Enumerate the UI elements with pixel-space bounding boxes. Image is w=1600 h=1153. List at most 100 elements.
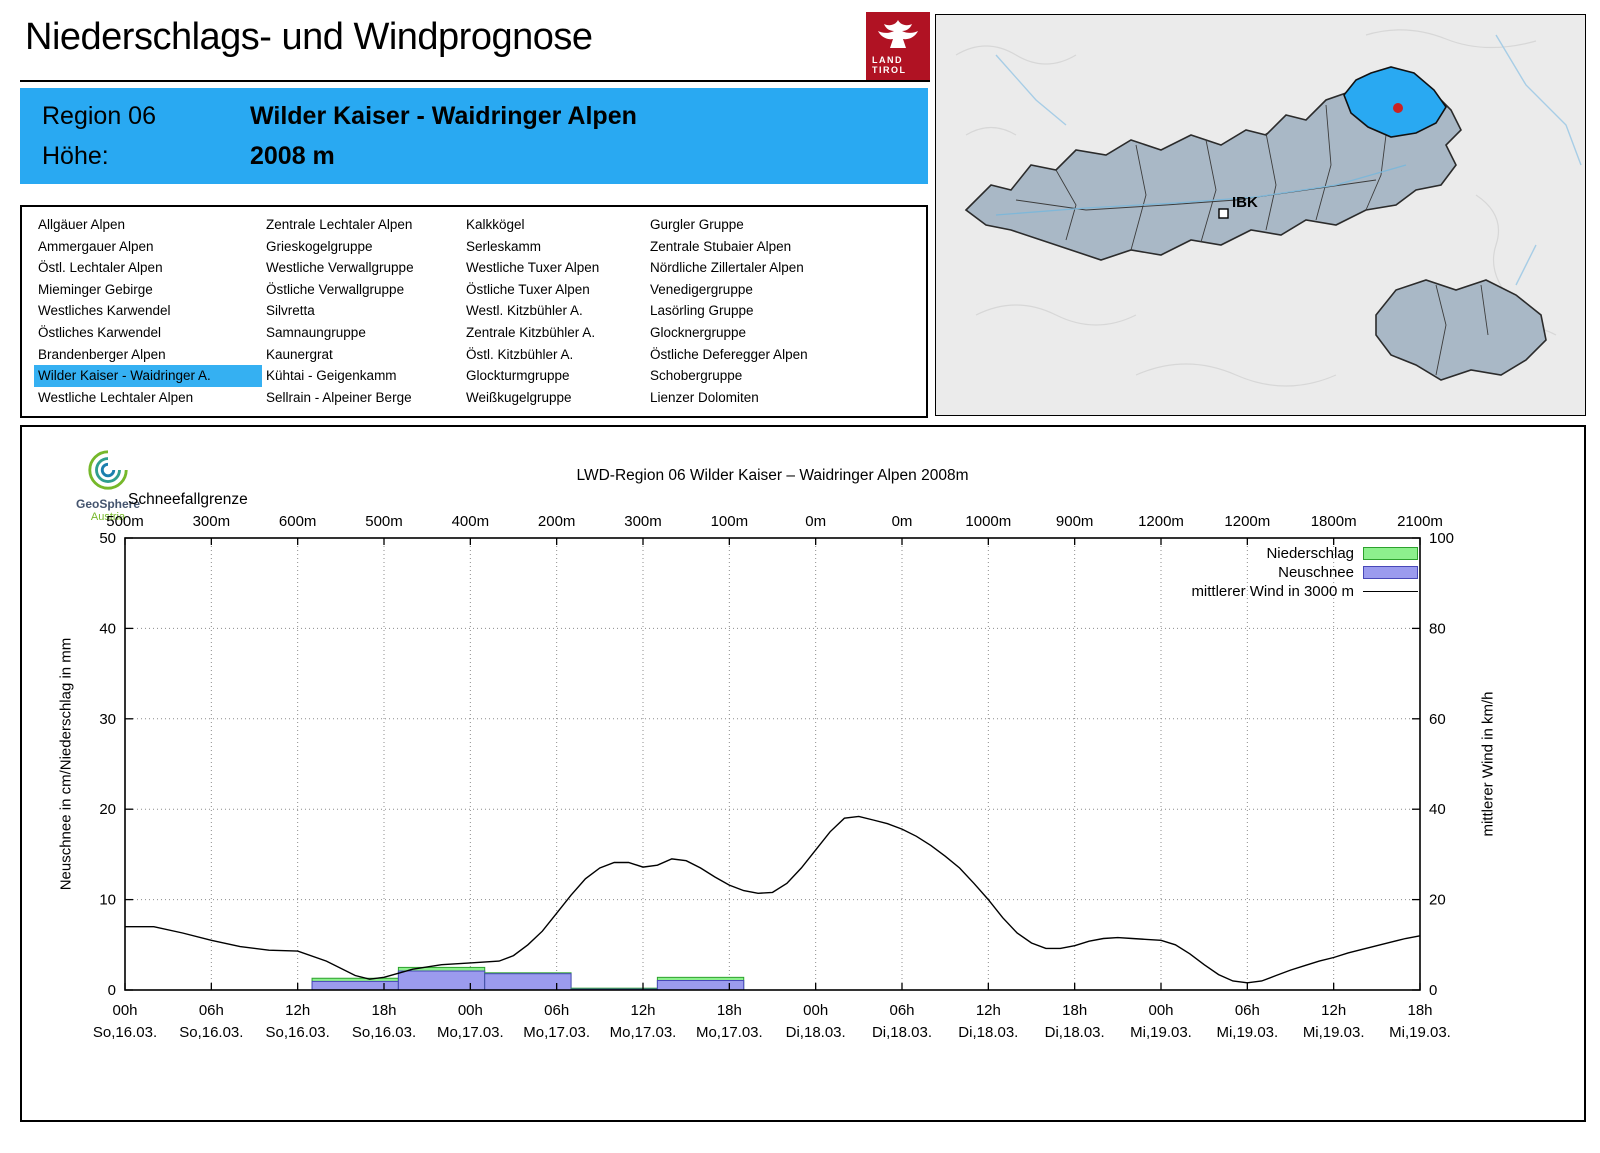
x-tick-date: Mi,19.03.: [1303, 1024, 1365, 1041]
region-list-item[interactable]: Zentrale Kitzbühler A.: [466, 324, 596, 340]
region-number-label: Region 06: [42, 102, 156, 130]
region-list-item[interactable]: Östliches Karwendel: [38, 324, 162, 340]
region-list-item[interactable]: Samnaungruppe: [266, 324, 366, 340]
region-list-item[interactable]: Westl. Kitzbühler A.: [466, 303, 583, 319]
left-tick-label: 20: [99, 801, 116, 818]
x-tick-hour: 06h: [1235, 1002, 1260, 1019]
region-list-item[interactable]: Allgäuer Alpen: [38, 217, 126, 232]
region-list-item[interactable]: Silvretta: [266, 303, 315, 319]
snowline-value: 400m: [452, 513, 490, 530]
chart-panel: GeoSphere Austria LWD-Region 06 Wilder K…: [20, 425, 1586, 1122]
region-column: Kalkkögel Serleskamm Westliche Tuxer Alpen…: [462, 214, 646, 416]
legend-wind: mittlerer Wind in 3000 m: [1191, 582, 1418, 601]
geosphere-swirl-icon: [88, 450, 128, 490]
page-title: Niederschlags- und Windprognose: [25, 16, 593, 58]
region-list-item[interactable]: Östl. Kitzbühler A.: [466, 346, 574, 362]
x-tick-date: Di,18.03.: [786, 1024, 846, 1041]
region-list-item[interactable]: Ammergauer Alpen: [38, 238, 154, 254]
right-tick-label: 100: [1429, 530, 1454, 547]
right-tick-label: 0: [1429, 982, 1437, 999]
region-list-item[interactable]: Serleskamm: [466, 238, 542, 254]
x-tick-hour: 12h: [1321, 1002, 1346, 1019]
right-tick-label: 40: [1429, 801, 1446, 818]
tirol-eagle-icon: [878, 20, 918, 48]
region-list-item[interactable]: Westliche Verwallgruppe: [266, 260, 414, 276]
region-list-item[interactable]: Nördliche Zillertaler Alpen: [650, 260, 804, 276]
region-list-item[interactable]: Zentrale Lechtaler Alpen: [266, 217, 413, 232]
x-tick-hour: 18h: [371, 1002, 396, 1019]
x-tick-hour: 00h: [112, 1002, 137, 1019]
logo-text: LAND TIROL: [872, 55, 907, 75]
region-list: Allgäuer Alpen Ammergauer Alpen Östl. Lech…: [20, 205, 928, 418]
map-region-north-tirol[interactable]: [964, 69, 1462, 261]
legend-neuschnee: Neuschnee: [1191, 563, 1418, 582]
snowline-value: 200m: [538, 513, 576, 530]
region-list-item[interactable]: Kaunergrat: [266, 346, 333, 362]
region-name: Wilder Kaiser - Waidringer Alpen: [250, 102, 637, 130]
chart-legend: Niederschlag Neuschnee mittlerer Wind in…: [1191, 544, 1418, 601]
right-tick-label: 80: [1429, 620, 1446, 637]
region-marker-dot: [1393, 103, 1403, 113]
snowline-value: 1800m: [1311, 513, 1357, 530]
region-list-item[interactable]: Glocknergruppe: [650, 324, 747, 340]
x-tick-date: So,16.03.: [266, 1024, 330, 1041]
region-list-item[interactable]: Lasörling Gruppe: [650, 303, 754, 319]
snowline-value: 2100m: [1397, 513, 1443, 530]
map-region-east-tirol[interactable]: [1375, 279, 1547, 381]
chart-title: LWD-Region 06 Wilder Kaiser – Waidringer…: [576, 467, 969, 484]
region-list-item[interactable]: Grieskogelgruppe: [266, 238, 373, 254]
neuschnee-bar: [311, 980, 399, 991]
region-list-item[interactable]: Zentrale Stubaier Alpen: [650, 238, 792, 254]
region-list-item[interactable]: Mieminger Gebirge: [38, 281, 153, 297]
legend-swatch-niederschlag: [1363, 547, 1418, 560]
map-region-selected[interactable]: [1343, 66, 1447, 138]
v-gridlines: [210, 538, 1335, 990]
neuschnee-bar: [397, 970, 486, 991]
x-tick-hour: 00h: [458, 1002, 483, 1019]
region-header: Region 06 Wilder Kaiser - Waidringer Alp…: [20, 88, 928, 184]
x-tick-hour: 06h: [889, 1002, 914, 1019]
region-list-item[interactable]: Schobergruppe: [650, 368, 743, 384]
x-tick-date: Mo,17.03.: [610, 1024, 677, 1041]
geosphere-sublabel: Austria: [90, 511, 126, 523]
region-list-item[interactable]: Kühtai - Geigenkamm: [266, 368, 397, 384]
region-list-item[interactable]: Kalkkögel: [466, 217, 525, 232]
region-list-item[interactable]: Weißkugelgruppe: [466, 389, 572, 405]
region-list-item[interactable]: Östliche Deferegger Alpen: [650, 346, 808, 362]
x-tick-date: So,16.03.: [352, 1024, 416, 1041]
snowline-value: 1200m: [1224, 513, 1270, 530]
altitude-value: 2008 m: [250, 142, 335, 170]
neuschnee-bar: [484, 973, 572, 991]
right-tick-label: 60: [1429, 711, 1446, 728]
region-list-item[interactable]: Glockturmgruppe: [466, 368, 570, 384]
river-inn: [995, 164, 1407, 216]
region-list-item[interactable]: Gurgler Gruppe: [650, 217, 744, 232]
x-tick-date: So,16.03.: [179, 1024, 243, 1041]
region-list-item[interactable]: Brandenberger Alpen: [38, 346, 166, 362]
region-list-item[interactable]: Sellrain - Alpeiner Berge: [266, 389, 412, 405]
region-list-item[interactable]: Wilder Kaiser - Waidringer A.: [34, 365, 262, 387]
x-axis: 00hSo,16.03.500m06hSo,16.03.300m12hSo,16…: [93, 513, 1451, 1041]
region-list-item[interactable]: Östl. Lechtaler Alpen: [38, 260, 163, 276]
ibk-label: IBK: [1232, 194, 1258, 211]
tirol-map: IBK: [935, 14, 1586, 416]
region-list-item[interactable]: Westliche Lechtaler Alpen: [38, 389, 194, 405]
x-tick-hour: 06h: [544, 1002, 569, 1019]
snowline-value: 300m: [193, 513, 231, 530]
h-gridlines: [125, 627, 1420, 901]
right-axis: 0 20 40 60 80 100: [1412, 530, 1454, 999]
region-list-item[interactable]: Venedigergruppe: [650, 281, 753, 297]
region-list-item[interactable]: Westliches Karwendel: [38, 303, 171, 319]
altitude-label: Höhe:: [42, 142, 109, 170]
region-column: Gurgler Gruppe Zentrale Stubaier Alpen Nör…: [646, 214, 876, 416]
x-tick-date: Mo,17.03.: [523, 1024, 590, 1041]
legend-label-neuschnee: Neuschnee: [1278, 564, 1354, 581]
x-tick-date: So,16.03.: [93, 1024, 157, 1041]
region-list-item[interactable]: Östliche Verwallgruppe: [266, 281, 405, 297]
legend-line-wind: [1363, 591, 1418, 592]
region-list-item[interactable]: Östliche Tuxer Alpen: [466, 281, 590, 297]
geosphere-label: GeoSphere: [75, 497, 141, 511]
region-list-item[interactable]: Lienzer Dolomiten: [650, 389, 759, 405]
x-tick-hour: 06h: [199, 1002, 224, 1019]
region-list-item[interactable]: Westliche Tuxer Alpen: [466, 260, 600, 276]
